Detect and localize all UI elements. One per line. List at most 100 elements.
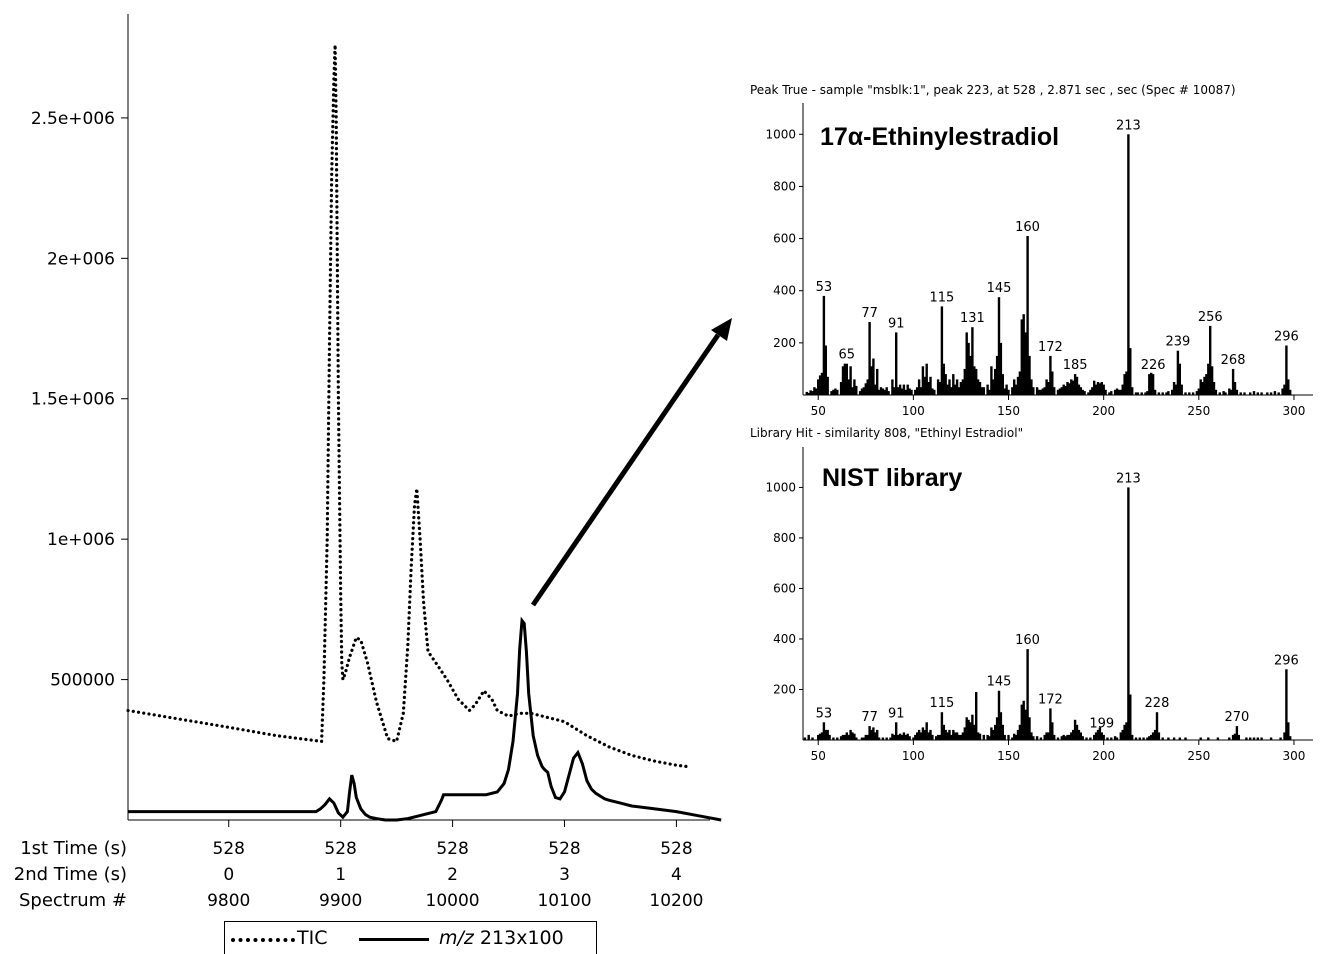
spectrum-peak-bar bbox=[921, 727, 925, 740]
spectrum-peak-bar bbox=[982, 734, 985, 740]
spectrum-peak-bar bbox=[851, 732, 854, 740]
y-tick-label: 600 bbox=[773, 581, 796, 595]
spectrum-peak-bar bbox=[1094, 384, 1098, 395]
spectrum-peak-bar bbox=[973, 724, 976, 740]
spectrum-peak-bar bbox=[858, 391, 862, 395]
spectrum-peak-bar bbox=[1068, 734, 1071, 740]
spectrum-peak-bar bbox=[893, 387, 896, 395]
spectrum-peak-bar bbox=[1150, 734, 1153, 740]
spectrum-peak-bar bbox=[1013, 733, 1016, 740]
spectrum-peak-bar bbox=[1277, 392, 1280, 395]
spectrum-peak-bar bbox=[1003, 388, 1006, 395]
spectrum-peak-bar bbox=[948, 729, 951, 740]
spectrum-peak-bar bbox=[1157, 732, 1161, 740]
spectrum-peak-bar bbox=[975, 692, 978, 740]
spectrum-peak-bar bbox=[1243, 392, 1246, 395]
spectrum-peak-bar bbox=[868, 726, 871, 740]
spectrum-peak-bar bbox=[929, 729, 932, 740]
spectrum-peak-bar bbox=[1172, 737, 1176, 740]
spectrum-peak-bar bbox=[976, 379, 980, 395]
spectrum-peak-bar bbox=[950, 734, 953, 740]
spectrum-peak-bar bbox=[940, 712, 944, 740]
spectrum-peak-bar bbox=[872, 358, 875, 395]
spectrum-peak-bar bbox=[1151, 732, 1155, 740]
spectrum-peak-bar bbox=[1001, 374, 1004, 395]
spectrum-peak-bar bbox=[832, 737, 835, 740]
x-tick-spectrum: 10000 bbox=[426, 891, 480, 911]
spectrum-peak-bar bbox=[881, 737, 885, 740]
spectrum-peak-bar bbox=[976, 732, 980, 740]
spectrum-peak-bar bbox=[1098, 727, 1102, 740]
spectrum-peak-bar bbox=[1153, 389, 1157, 395]
spectrum-peak-bar bbox=[1127, 487, 1130, 740]
spectrum-peak-bar bbox=[1233, 733, 1237, 740]
spectrum-peak-bar bbox=[876, 368, 879, 395]
spectrum-peak-bar bbox=[1032, 736, 1035, 740]
spectrum-peak-bar bbox=[1013, 379, 1016, 395]
y-tick-label: 2e+006 bbox=[47, 249, 115, 269]
spectrum-peak-bar bbox=[967, 342, 970, 395]
x-tick-label: 300 bbox=[1283, 404, 1306, 418]
spectrum-peak-bar bbox=[1030, 732, 1033, 740]
spectrum-peak-bar bbox=[992, 379, 995, 395]
spectrum-peak-bar bbox=[824, 345, 827, 395]
spectrum-peak-bar bbox=[967, 719, 970, 740]
spectrum-peak-bar bbox=[847, 734, 850, 740]
spectrum-peak-bar bbox=[1026, 649, 1029, 740]
y-tick-label: 1000 bbox=[765, 127, 796, 141]
spectrum-peak-bar bbox=[1115, 737, 1119, 740]
spectrum-peak-bar bbox=[1032, 387, 1035, 395]
spectrum-peak-bar bbox=[1205, 374, 1208, 395]
spectrum-peak-bar bbox=[1022, 700, 1025, 740]
spectrum-peak-bar bbox=[1028, 717, 1031, 740]
legend-swatch-mz213 bbox=[359, 938, 429, 941]
spectrum-peak-bar bbox=[896, 387, 900, 395]
spectrum-peak-bar bbox=[870, 729, 873, 740]
x-tick-spectrum: 9900 bbox=[319, 891, 362, 911]
spectrum-peak-bar bbox=[990, 727, 993, 740]
spectrum-peak-bar bbox=[902, 384, 906, 395]
spectrum-peak-bar bbox=[1110, 391, 1113, 395]
spectrum-peak-bar bbox=[1279, 737, 1282, 740]
spectrum-peak-bar bbox=[843, 363, 847, 395]
spectrum-peak-bar bbox=[832, 389, 835, 395]
spectrum-peak-bar bbox=[1056, 389, 1060, 395]
peak-label: 268 bbox=[1221, 353, 1246, 368]
peak-label: 131 bbox=[960, 311, 985, 326]
spectrum-peak-bar bbox=[1212, 382, 1216, 395]
x-tick-label: 100 bbox=[902, 749, 925, 763]
spectrum-peak-bar bbox=[898, 384, 902, 395]
series-line-tic bbox=[126, 44, 690, 769]
spectrum-peak-bar bbox=[883, 389, 886, 395]
spectrum-peak-bar bbox=[1053, 734, 1056, 740]
spectrum-peak-bar bbox=[1136, 392, 1140, 395]
spectrum-peak-bar bbox=[1035, 387, 1039, 395]
spectrum-peak-bar bbox=[1260, 737, 1263, 740]
spectrum-peak-bar bbox=[1134, 392, 1138, 395]
x-tick-second-time: 4 bbox=[671, 865, 682, 885]
spectrum-peak-bar bbox=[1113, 736, 1117, 740]
peak-label: 172 bbox=[1038, 692, 1063, 707]
spectrum-peak-bar bbox=[1283, 384, 1286, 395]
spectrum-peak-bar bbox=[1030, 379, 1033, 395]
spectrum-peak-bar bbox=[1233, 382, 1237, 395]
spectrum-peak-bar bbox=[906, 733, 909, 740]
spectrum-peak-bar bbox=[1113, 389, 1117, 395]
spectrum-peak-bar bbox=[980, 387, 984, 395]
spectrum-peak-bar bbox=[1072, 729, 1075, 740]
row-label-first-time: 1st Time (s) bbox=[20, 838, 127, 859]
spectrum-peak-bar bbox=[839, 736, 843, 740]
spectrum-peak-bar bbox=[1098, 383, 1102, 395]
spectrum-peak-bar bbox=[936, 379, 940, 395]
spectrum-peak-bar bbox=[818, 733, 822, 740]
spectrum-peak-bar bbox=[1035, 736, 1039, 740]
spectrum-peak-bar bbox=[914, 734, 917, 740]
spectrum-peak-bar bbox=[843, 734, 847, 740]
spectrum-peak-bar bbox=[1266, 392, 1269, 395]
spectrum-peak-bar bbox=[1026, 236, 1029, 395]
spectrum-peak-bar bbox=[1051, 371, 1054, 395]
spectrum-peak-bar bbox=[1014, 734, 1018, 740]
spectrum-peak-bar bbox=[1191, 392, 1195, 395]
spectrum-peak-bar bbox=[828, 734, 831, 740]
spectrum-peak-bar bbox=[813, 387, 816, 395]
